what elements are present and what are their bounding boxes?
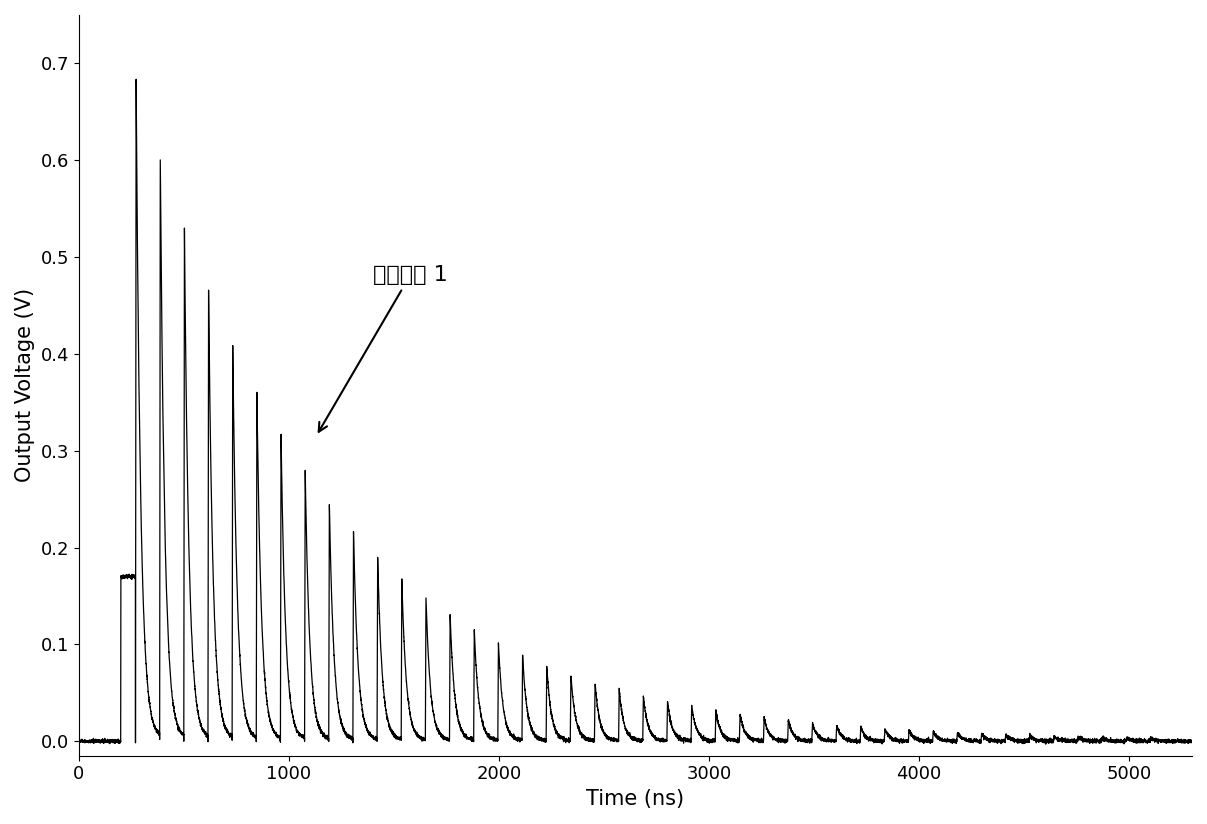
Y-axis label: Output Voltage (V): Output Voltage (V) (14, 288, 35, 482)
Text: 衰荡信号 1: 衰荡信号 1 (319, 265, 448, 432)
X-axis label: Time (ns): Time (ns) (587, 789, 684, 809)
